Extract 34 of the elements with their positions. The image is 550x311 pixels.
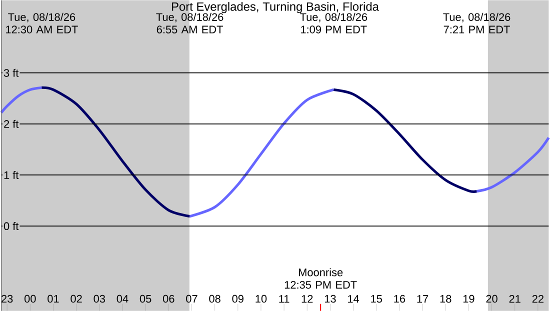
x-tick-label: 00 bbox=[24, 294, 36, 302]
x-tick-label: 07 bbox=[186, 294, 198, 302]
x-tick-label: 21 bbox=[509, 294, 520, 302]
x-tick-label: 12 bbox=[302, 294, 313, 302]
x-tick-label: 11 bbox=[279, 294, 290, 302]
y-tick-label: 3 ft bbox=[4, 68, 19, 77]
x-tick-label: 06 bbox=[162, 294, 174, 302]
y-tick-label: 1 ft bbox=[4, 170, 19, 179]
chart-title: Port Everglades, Turning Basin, Florida bbox=[172, 2, 379, 14]
x-tick-label: 20 bbox=[486, 294, 498, 302]
x2-tick-label: Tue, 08/18/26 1:09 PM EDT bbox=[300, 12, 368, 34]
x-tick-label: 09 bbox=[232, 294, 244, 302]
x-tick-label: 23 bbox=[2, 294, 13, 302]
x-tick-label: 16 bbox=[394, 294, 406, 302]
x-tick-label: 13 bbox=[324, 294, 336, 302]
x2-tick-label: Tue, 08/18/26 6:55 AM EDT bbox=[156, 12, 224, 34]
y-tick-label: 0 ft bbox=[4, 222, 19, 230]
x2-tick-label: Tue, 08/18/26 12:30 AM EDT bbox=[6, 12, 78, 34]
x-tick-label: 03 bbox=[94, 294, 106, 302]
x-tick-label: 08 bbox=[209, 294, 220, 302]
x-tick-label: 04 bbox=[116, 294, 128, 302]
x2-tick-label: Tue, 08/18/26 7:21 PM EDT bbox=[443, 12, 510, 34]
ref-line-label: Moonrise 12:35 PM EDT bbox=[284, 268, 357, 289]
x-tick-label: 05 bbox=[140, 294, 152, 302]
x-tick-label: 22 bbox=[532, 294, 544, 302]
x-tick-label: 14 bbox=[348, 294, 360, 302]
x-tick-label: 19 bbox=[463, 294, 474, 302]
y-tick-label: 2 ft bbox=[4, 120, 19, 128]
x-tick-label: 15 bbox=[371, 294, 382, 302]
x-tick-label: 18 bbox=[440, 294, 452, 302]
x-tick-label: 17 bbox=[417, 294, 428, 302]
x-tick-label: 01 bbox=[48, 294, 59, 302]
x-tick-label: 10 bbox=[256, 294, 267, 302]
x-tick-label: 02 bbox=[70, 294, 82, 302]
